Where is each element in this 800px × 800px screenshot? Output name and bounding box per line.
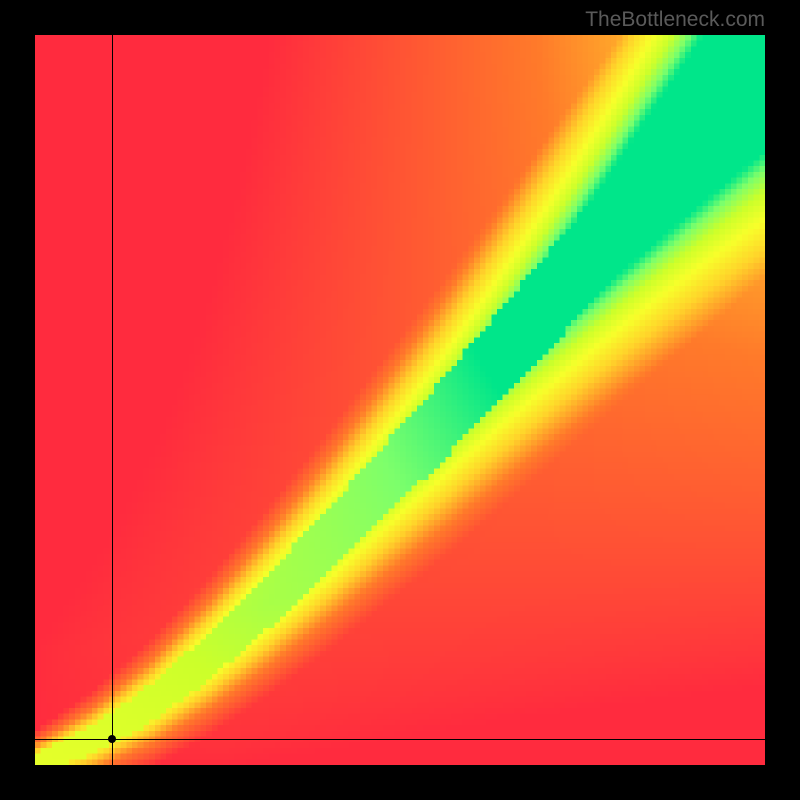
heatmap-canvas [35,35,765,765]
crosshair-vertical [112,35,113,765]
watermark-text: TheBottleneck.com [585,8,765,32]
heatmap-plot-area [35,35,765,765]
selection-marker-dot [108,735,116,743]
crosshair-horizontal [35,739,765,740]
